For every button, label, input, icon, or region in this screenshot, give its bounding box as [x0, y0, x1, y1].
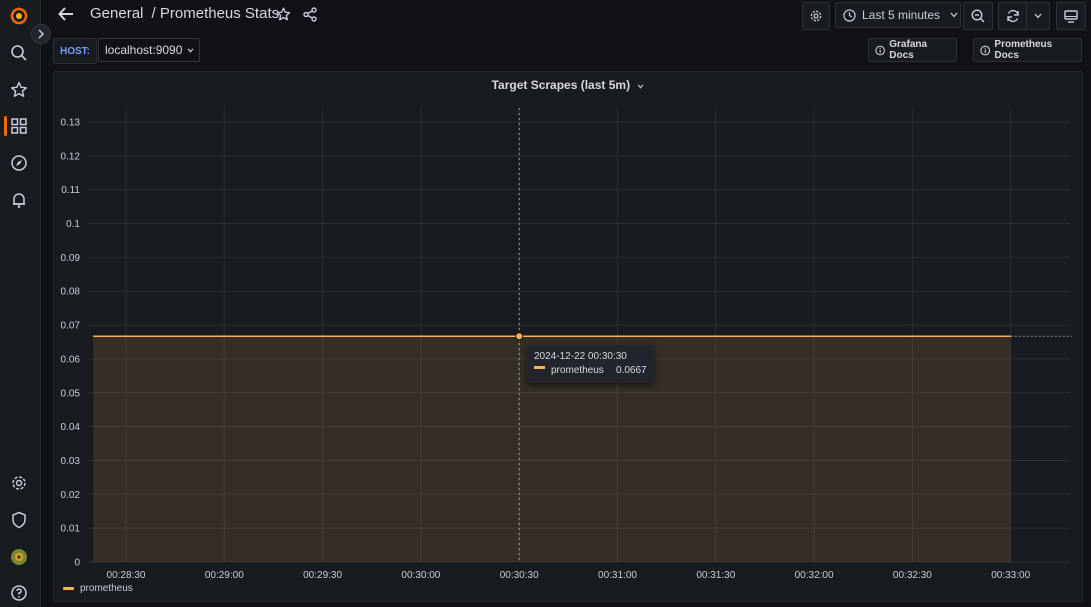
- clock-icon: [843, 8, 856, 22]
- star-icon[interactable]: [276, 7, 291, 25]
- breadcrumb: General / Prometheus Stats: [90, 5, 279, 22]
- search-icon[interactable]: [8, 42, 30, 64]
- info-icon: [875, 45, 885, 55]
- breadcrumb-folder[interactable]: General: [90, 5, 144, 22]
- chevron-down-icon: [638, 84, 644, 89]
- host-variable-select[interactable]: localhost:9090: [98, 38, 200, 62]
- legend-swatch: [63, 587, 74, 590]
- tv-mode-button[interactable]: [1056, 2, 1086, 30]
- panel-title[interactable]: Target Scrapes (last 5m): [54, 78, 1082, 92]
- grafana-logo-icon[interactable]: [8, 5, 30, 27]
- panel-title-text: Target Scrapes (last 5m): [491, 78, 631, 92]
- chart-legend: prometheus: [63, 583, 133, 594]
- tooltip-time: 2024-12-22 00:30:30: [534, 351, 627, 362]
- tv-icon: [1064, 9, 1078, 23]
- breadcrumb-separator: /: [151, 5, 156, 22]
- active-indicator: [4, 116, 7, 136]
- refresh-interval-dropdown[interactable]: [1026, 2, 1050, 30]
- back-arrow-icon[interactable]: [57, 5, 75, 26]
- dashboard-settings-button[interactable]: [802, 2, 830, 30]
- host-variable-label: HOST:: [53, 38, 97, 64]
- chevron-down-icon: [950, 12, 958, 18]
- gear-icon: [810, 10, 822, 22]
- alert-bell-icon[interactable]: [8, 189, 30, 211]
- tooltip-series-name: prometheus: [551, 365, 604, 376]
- time-range-label: Last 5 minutes: [862, 8, 941, 22]
- info-icon: [980, 45, 991, 55]
- time-range-picker[interactable]: Last 5 minutes: [835, 2, 961, 28]
- prometheus-docs-link[interactable]: Prometheus Docs: [973, 38, 1082, 62]
- sidebar: [0, 0, 41, 607]
- graph-panel[interactable]: Target Scrapes (last 5m): [53, 71, 1083, 602]
- dashboards-icon[interactable]: [8, 115, 30, 137]
- chart-tooltip: 2024-12-22 00:30:30 prometheus 0.0667: [527, 345, 654, 383]
- gear-icon[interactable]: [8, 472, 30, 494]
- grafana-docs-label: Grafana Docs: [889, 39, 928, 61]
- star-icon[interactable]: [8, 79, 30, 101]
- refresh-icon: [1007, 9, 1019, 23]
- prometheus-docs-label: Prometheus Docs: [994, 39, 1053, 61]
- host-variable-value: localhost:9090: [105, 43, 183, 57]
- legend-series-label[interactable]: prometheus: [80, 583, 133, 594]
- tooltip-series-swatch: [534, 366, 545, 369]
- explore-icon[interactable]: [8, 152, 30, 174]
- variables-bar: HOST: localhost:9090 Grafana Docs Promet…: [41, 36, 1091, 64]
- help-icon[interactable]: [8, 582, 30, 604]
- avatar[interactable]: [8, 546, 30, 568]
- sidebar-expand-button[interactable]: [31, 24, 51, 44]
- tooltip-value: 0.0667: [616, 365, 647, 376]
- refresh-button[interactable]: [998, 2, 1028, 30]
- shield-icon[interactable]: [8, 509, 30, 531]
- chevron-down-icon: [1034, 13, 1042, 19]
- chevron-down-icon: [187, 47, 194, 53]
- zoom-out-icon: [971, 9, 985, 23]
- dashboard-navbar: General / Prometheus Stats Last 5 minute…: [41, 0, 1091, 32]
- share-icon[interactable]: [303, 7, 317, 25]
- dashboard-title[interactable]: Prometheus Stats: [159, 5, 280, 22]
- grafana-docs-link[interactable]: Grafana Docs: [868, 38, 957, 62]
- zoom-out-button[interactable]: [963, 2, 993, 30]
